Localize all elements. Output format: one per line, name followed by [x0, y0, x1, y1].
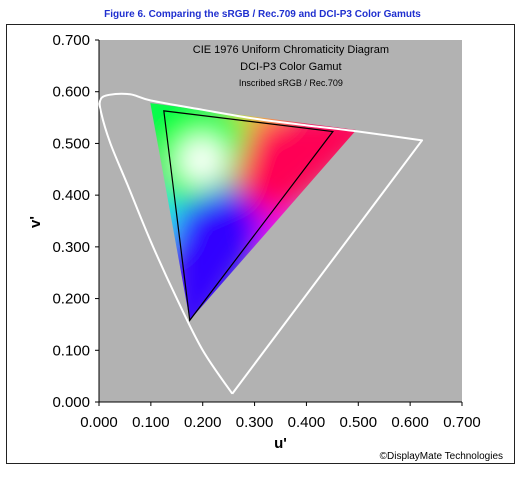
x-tick-label: 0.600 — [391, 414, 429, 431]
y-tick-label: 0.000 — [52, 394, 90, 411]
y-tick-label: 0.500 — [52, 135, 90, 152]
srgb-gamut-triangle — [163, 110, 334, 322]
y-tick-label: 0.300 — [52, 239, 90, 256]
x-tick-label: 0.400 — [288, 414, 326, 431]
x-tick-label: 0.100 — [132, 414, 170, 431]
x-axis-label: u' — [274, 435, 287, 452]
x-tick-label: 0.000 — [80, 414, 118, 431]
x-tick-label: 0.500 — [340, 414, 378, 431]
y-tick-label: 0.100 — [52, 342, 90, 359]
x-tick-label: 0.200 — [184, 414, 222, 431]
chart-title-line-3: Inscribed sRGB / Rec.709 — [239, 78, 343, 88]
y-tick-label: 0.600 — [52, 84, 90, 101]
figure-border — [6, 24, 515, 464]
y-axis-label: v' — [27, 216, 44, 228]
x-tick-label: 0.700 — [443, 414, 481, 431]
y-tick-label: 0.400 — [52, 187, 90, 204]
figure-title: Figure 6. Comparing the sRGB / Rec.709 a… — [104, 9, 421, 20]
x-tick-label: 0.300 — [236, 414, 274, 431]
y-tick-label: 0.200 — [52, 291, 90, 308]
plot-area — [99, 40, 462, 402]
copyright-credit: ©DisplayMate Technologies — [379, 451, 503, 462]
spectral-locus — [98, 92, 424, 395]
chart-title-line-1: CIE 1976 Uniform Chromaticity Diagram — [193, 44, 389, 56]
y-tick-label: 0.700 — [52, 32, 90, 49]
chart-title-line-2: DCI-P3 Color Gamut — [240, 61, 341, 73]
